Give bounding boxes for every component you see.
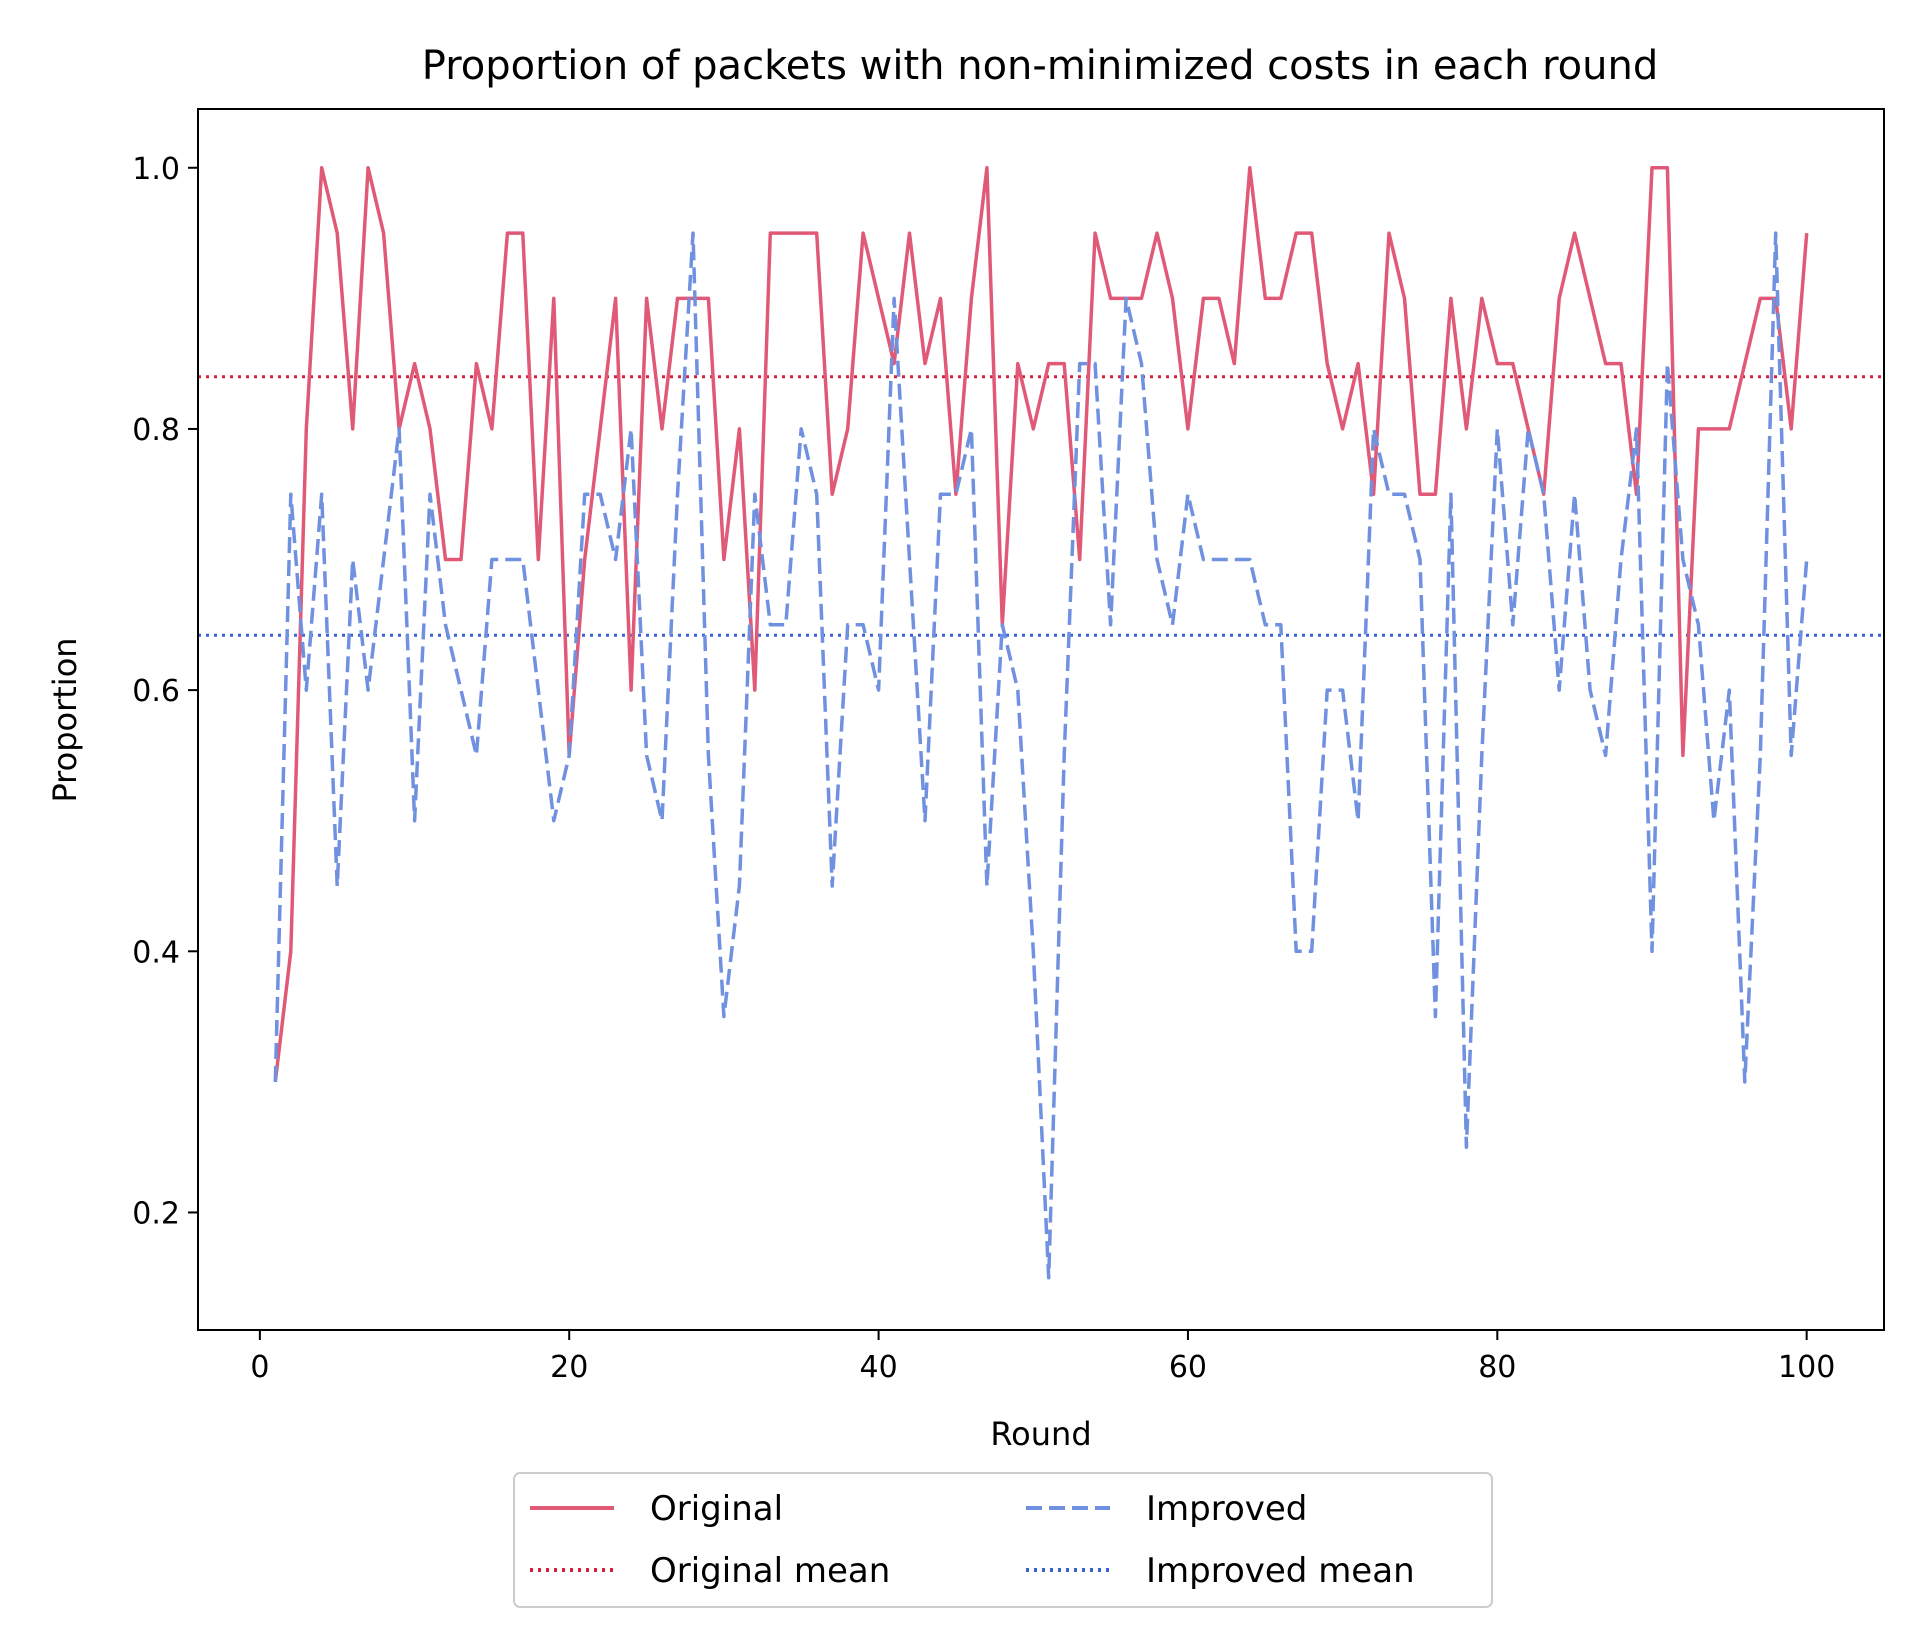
x-axis: 0 20 40 60 80 100 [250, 1330, 1835, 1385]
y-axis: 0.2 0.4 0.6 0.8 1.0 [132, 152, 198, 1231]
legend-label-original-mean: Original mean [650, 1551, 890, 1591]
legend-label-improved: Improved [1146, 1489, 1307, 1529]
x-tick-label: 80 [1478, 1350, 1516, 1385]
x-tick-label: 0 [250, 1350, 269, 1385]
y-tick-label: 1.0 [132, 152, 180, 187]
legend-box [513, 1472, 1493, 1608]
series-line-original [273, 166, 1809, 1083]
legend-label-improved-mean: Improved mean [1146, 1551, 1415, 1591]
x-tick-label: 100 [1778, 1350, 1835, 1385]
y-tick-label: 0.2 [132, 1196, 180, 1231]
x-tick-label: 40 [859, 1350, 897, 1385]
plot-area [198, 166, 1884, 1280]
series-line-improved [273, 231, 1809, 1280]
y-tick-label: 0.4 [132, 935, 180, 970]
y-axis-label: Proportion [46, 637, 84, 802]
x-axis-label: Round [990, 1415, 1091, 1453]
y-tick-label: 0.8 [132, 413, 180, 448]
chart-title: Proportion of packets with non-minimized… [422, 43, 1658, 89]
legend-label-original: Original [650, 1489, 783, 1529]
x-tick-label: 60 [1169, 1350, 1207, 1385]
legend: Original Original mean Improved Improved me… [513, 1472, 1493, 1608]
y-tick-label: 0.6 [132, 674, 180, 709]
plot-frame [197, 108, 1885, 1331]
series-lines [273, 166, 1809, 1280]
x-tick-label: 20 [550, 1350, 588, 1385]
